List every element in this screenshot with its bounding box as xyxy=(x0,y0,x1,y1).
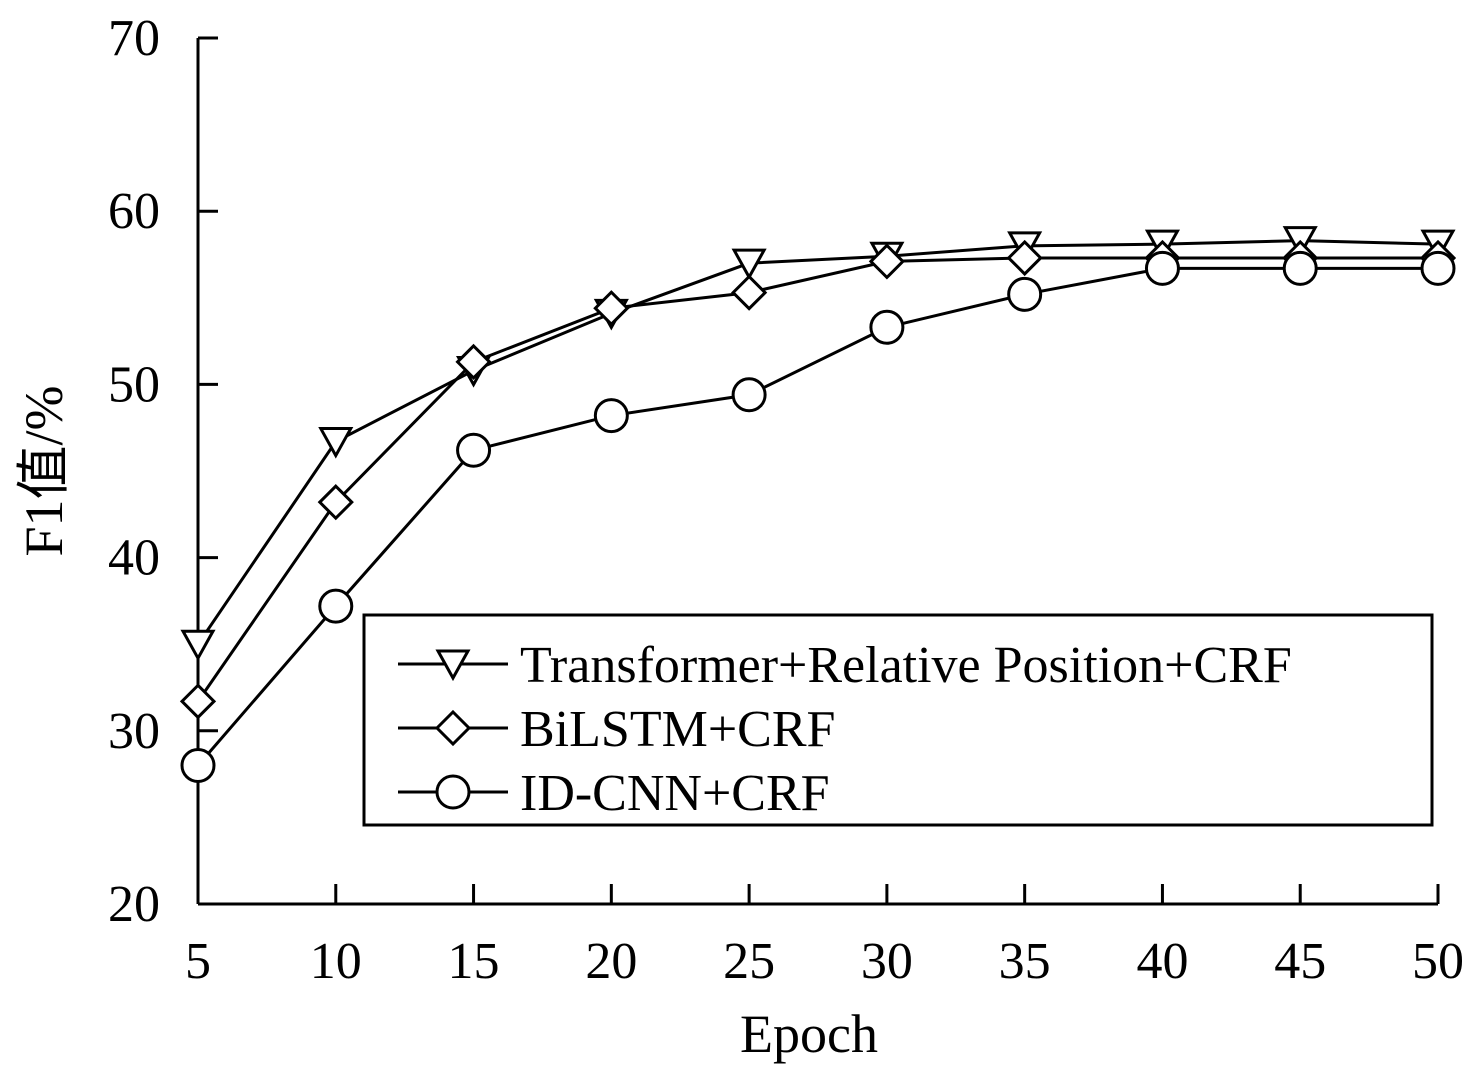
data-point-circle xyxy=(593,398,629,434)
y-tick-label: 60 xyxy=(108,183,160,240)
y-tick-label: 40 xyxy=(108,530,160,587)
data-point-diamond xyxy=(1006,239,1043,277)
legend-label: BiLSTM+CRF xyxy=(520,701,835,758)
y-tick-label: 70 xyxy=(108,10,160,67)
x-tick-label: 5 xyxy=(185,933,211,990)
data-point-triangle-down xyxy=(180,629,216,662)
data-point-circle xyxy=(318,588,354,624)
y-tick-label: 30 xyxy=(108,703,160,760)
data-point-diamond xyxy=(730,274,768,311)
x-tick-label: 35 xyxy=(999,933,1051,990)
series-group xyxy=(179,226,1457,783)
series-line-diamond xyxy=(196,256,1438,703)
x-tick-label: 25 xyxy=(723,933,775,990)
x-tick-label: 40 xyxy=(1136,933,1188,990)
series-circle xyxy=(180,250,1456,783)
data-point-triangle-down xyxy=(731,248,767,281)
legend-box xyxy=(362,613,1434,827)
data-point-circle xyxy=(456,432,492,468)
legend-marker-circle xyxy=(435,774,471,810)
data-point-circle xyxy=(1282,250,1318,286)
series-line-triangle-down xyxy=(196,239,1439,646)
y-axis-title: F1值/% xyxy=(14,385,74,556)
x-tick-label: 45 xyxy=(1274,933,1326,990)
legend-label: Transformer+Relative Position+CRF xyxy=(520,637,1292,694)
legend-marker-diamond xyxy=(434,709,472,747)
data-point-circle xyxy=(1144,250,1180,286)
x-tick-label: 30 xyxy=(861,933,913,990)
x-tick-label: 15 xyxy=(448,933,500,990)
data-point-circle xyxy=(1420,250,1456,286)
y-ticks: 20 30 40 50 60 70 xyxy=(108,10,218,933)
data-point-circle xyxy=(1007,276,1043,312)
legend-entry: Transformer+Relative Position+CRF xyxy=(398,637,1292,694)
legend-marker-triangle-down xyxy=(435,649,471,682)
data-point-diamond xyxy=(317,484,354,521)
x-tick-label: 20 xyxy=(585,933,637,990)
data-point-triangle-down xyxy=(318,427,354,459)
x-axis-title: Epoch xyxy=(740,1004,878,1064)
y-tick-label: 20 xyxy=(108,876,160,933)
series-line-circle xyxy=(196,266,1438,767)
legend-entry: ID-CNN+CRF xyxy=(398,765,830,822)
x-tick-label: 10 xyxy=(310,933,362,990)
legend-label: ID-CNN+CRF xyxy=(520,765,830,822)
x-tick-label: 50 xyxy=(1412,933,1462,990)
data-point-diamond xyxy=(868,243,906,280)
legend-entries: Transformer+Relative Position+CRF BiLSTM+… xyxy=(398,637,1292,822)
legend-entry: BiLSTM+CRF xyxy=(398,701,835,758)
data-point-circle xyxy=(180,747,216,783)
data-point-circle xyxy=(869,309,905,345)
y-tick-label: 50 xyxy=(108,356,160,413)
series-triangle-down xyxy=(180,226,1456,662)
data-point-diamond xyxy=(179,683,217,720)
data-point-diamond xyxy=(455,343,492,381)
legend: Transformer+Relative Position+CRF BiLSTM+… xyxy=(362,613,1434,827)
data-point-diamond xyxy=(593,290,630,327)
x-ticks: 5 10 15 20 25 30 35 40 45 50 xyxy=(185,884,1462,990)
data-point-circle xyxy=(731,377,767,413)
